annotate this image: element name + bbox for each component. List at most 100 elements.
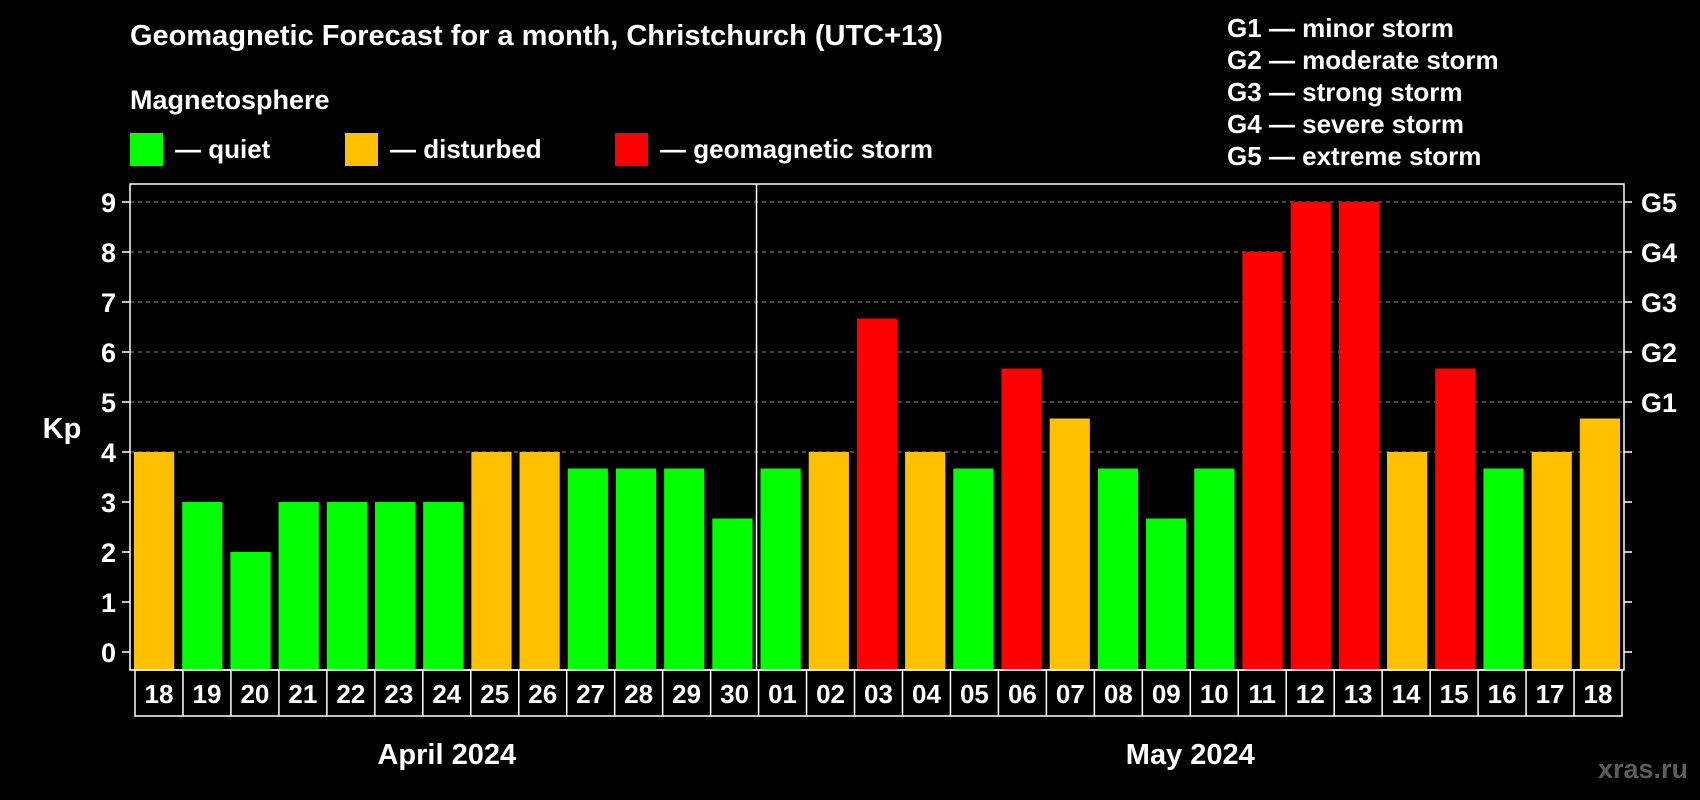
legend-label-disturbed: — disturbed (390, 134, 542, 164)
g-scale-item: G5 — extreme storm (1227, 141, 1482, 171)
y-tick-label: 1 (101, 588, 116, 618)
bar-disturbed (808, 452, 849, 670)
bar-quiet (953, 468, 994, 670)
chart-title: Geomagnetic Forecast for a month, Christ… (130, 20, 943, 52)
day-label: 27 (576, 679, 605, 709)
bar-quiet (182, 502, 223, 670)
day-label: 05 (960, 679, 989, 709)
day-label: 18 (145, 679, 174, 709)
legend-swatch-quiet (130, 133, 163, 166)
g-level-label: G1 (1641, 388, 1677, 418)
y-tick-label: 3 (101, 488, 116, 518)
bar-disturbed (134, 452, 175, 670)
y-tick-label: 6 (101, 338, 116, 368)
month-label: May 2024 (1126, 739, 1255, 771)
day-label: 11 (1248, 679, 1276, 709)
bar-quiet (712, 518, 753, 670)
day-label: 24 (432, 679, 461, 709)
day-label: 13 (1344, 679, 1373, 709)
day-label: 22 (336, 679, 365, 709)
day-label: 17 (1536, 679, 1565, 709)
day-axis-frame (134, 669, 1623, 717)
y-axis-label: Kp (43, 413, 82, 445)
month-label: April 2024 (377, 739, 516, 771)
day-label: 16 (1488, 679, 1517, 709)
legend-item-disturbed: — disturbed (345, 133, 542, 166)
day-label: 06 (1008, 679, 1037, 709)
y-tick-label: 5 (101, 388, 116, 418)
day-label: 28 (624, 679, 653, 709)
legend-section-label: Magnetosphere (130, 85, 330, 115)
g-scale-item: G3 — strong storm (1227, 77, 1463, 107)
bar-quiet (278, 502, 319, 670)
bar-storm (856, 318, 898, 670)
day-label: 02 (816, 679, 845, 709)
bar-disturbed (519, 452, 560, 670)
day-label: 23 (384, 679, 413, 709)
legend-label-storm: — geomagnetic storm (660, 134, 934, 164)
g-level-label: G5 (1641, 188, 1677, 218)
day-label: 14 (1392, 679, 1421, 709)
bar-storm (1435, 368, 1476, 670)
y-tick-label: 4 (101, 438, 116, 468)
day-label: 20 (240, 679, 269, 709)
day-label: 21 (288, 679, 317, 709)
g-scale-item: G4 — severe storm (1227, 109, 1465, 139)
legend-label-quiet: — quiet (175, 134, 271, 164)
y-tick-label: 8 (101, 238, 116, 268)
day-label: 08 (1104, 679, 1133, 709)
legend-item-quiet: — quiet (130, 133, 270, 166)
y-tick-label: 7 (101, 288, 116, 318)
bar-disturbed (905, 452, 946, 670)
legend-swatch-storm (615, 133, 648, 166)
legend-swatch-disturbed (345, 133, 378, 166)
bar-quiet (1483, 468, 1524, 670)
bar-quiet (567, 468, 608, 670)
day-label: 29 (672, 679, 701, 709)
day-label: 07 (1056, 679, 1085, 709)
day-label: 01 (768, 679, 797, 709)
g-scale-item: G1 — minor storm (1227, 13, 1454, 43)
day-label: 15 (1440, 679, 1469, 709)
bar-storm (1001, 368, 1042, 670)
g-scale-legend: G1 — minor storm G2 — moderate storm G3 … (1227, 12, 1499, 172)
bar-storm (1338, 202, 1380, 670)
y-tick-label: 9 (101, 188, 116, 218)
day-label: 18 (1584, 679, 1613, 709)
bar-quiet (760, 468, 801, 670)
bar-disturbed (1049, 418, 1090, 670)
bar-quiet (1194, 468, 1235, 670)
bar-quiet (664, 468, 705, 670)
bar-storm (1290, 202, 1331, 670)
bar-quiet (326, 502, 367, 670)
bar-quiet (230, 552, 271, 670)
day-label: 19 (192, 679, 221, 709)
day-label: 03 (864, 679, 893, 709)
bar-disturbed (471, 452, 512, 670)
bar-disturbed (1579, 418, 1620, 670)
day-label: 09 (1152, 679, 1181, 709)
bar-quiet (615, 468, 657, 670)
g-scale-item: G2 — moderate storm (1227, 45, 1499, 75)
g-level-label: G3 (1641, 288, 1677, 318)
watermark: xras.ru (1597, 754, 1688, 784)
bar-disturbed (1387, 452, 1428, 670)
day-label: 25 (480, 679, 509, 709)
day-label: 12 (1296, 679, 1325, 709)
day-label: 26 (528, 679, 557, 709)
y-tick-label: 2 (101, 538, 116, 568)
bar-quiet (423, 502, 464, 670)
bar-storm (1242, 252, 1283, 670)
g-level-label: G2 (1641, 338, 1677, 368)
day-label: 30 (720, 679, 749, 709)
legend-item-storm: — geomagnetic storm (615, 133, 933, 166)
bar-quiet (1146, 518, 1187, 670)
bar-quiet (1097, 468, 1139, 670)
y-tick-label: 0 (101, 638, 116, 668)
day-label: 04 (912, 679, 941, 709)
day-label: 10 (1200, 679, 1229, 709)
g-level-label: G4 (1641, 238, 1677, 268)
bar-disturbed (1531, 452, 1572, 670)
bar-quiet (374, 502, 416, 670)
